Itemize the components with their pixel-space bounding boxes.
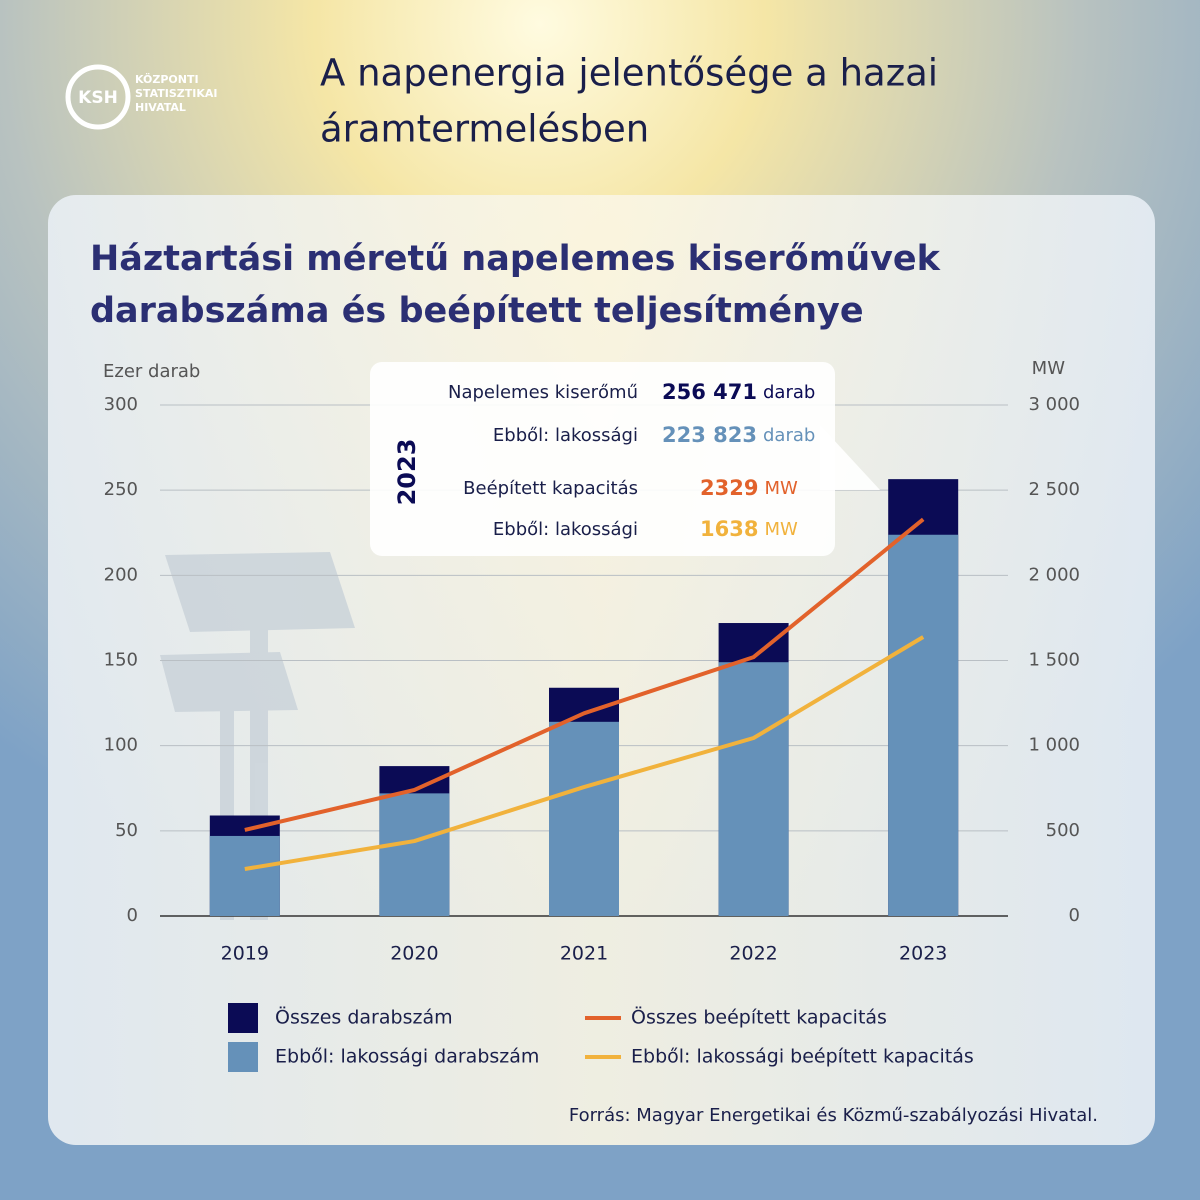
callout-value: 223 823 darab	[662, 423, 815, 447]
legend-label: Ebből: lakossági beépített kapacitás	[631, 1046, 974, 1068]
y2-tick-label: 2 000	[1028, 564, 1080, 585]
x-tick-label: 2019	[221, 943, 269, 965]
page-title: A napenergia jelentősége a hazai	[320, 52, 938, 95]
y2-axis-label: MW	[1032, 358, 1066, 379]
callout-unit: darab	[763, 425, 815, 446]
y-tick-label: 300	[104, 394, 138, 415]
y-axis-label: Ezer darab	[103, 361, 200, 382]
y-tick-label: 150	[104, 650, 138, 671]
y-tick-label: 200	[104, 564, 138, 585]
legend-label: Összes beépített kapacitás	[631, 1006, 887, 1029]
logo-line: HIVATAL	[135, 101, 186, 114]
bar	[549, 721, 619, 916]
callout-unit: MW	[764, 478, 798, 499]
y2-tick-label: 500	[1046, 820, 1080, 841]
bar	[379, 793, 450, 916]
callout-year: 2023	[393, 439, 421, 506]
y2-tick-label: 2 500	[1028, 479, 1080, 500]
y2-tick-label: 0	[1069, 905, 1080, 926]
page-title: áramtermelésben	[320, 108, 649, 151]
callout-number: 2329	[700, 476, 758, 500]
callout: 2023	[370, 362, 880, 556]
y-tick-label: 50	[115, 820, 138, 841]
y2-tick-label: 1 000	[1028, 735, 1080, 756]
callout-label: Beépített kapacitás	[463, 478, 638, 499]
bar	[718, 662, 789, 916]
legend-swatch	[228, 1003, 258, 1033]
x-tick-label: 2021	[560, 943, 608, 965]
legend-label: Ebből: lakossági darabszám	[275, 1046, 539, 1068]
chart-title: Háztartási méretű napelemes kiserőművek	[90, 239, 941, 279]
callout-unit: MW	[764, 519, 798, 540]
callout-number: 256 471	[662, 380, 757, 404]
line	[244, 517, 925, 832]
y2-tick-label: 1 500	[1028, 650, 1080, 671]
bar	[209, 835, 280, 916]
callout-unit: darab	[763, 382, 815, 403]
line	[244, 635, 925, 871]
callout-label: Ebből: lakossági	[493, 425, 638, 446]
logo-line: KÖZPONTI	[135, 72, 199, 86]
x-tick-label: 2020	[390, 943, 438, 965]
y-tick-label: 100	[104, 735, 138, 756]
callout-value: 2329 MW	[700, 476, 798, 500]
bar	[888, 534, 959, 916]
y-tick-label: 250	[104, 479, 138, 500]
y2-tick-label: 3 000	[1028, 394, 1080, 415]
x-tick-label: 2023	[899, 943, 947, 965]
panel	[48, 195, 1155, 1145]
callout-value: 256 471 darab	[662, 380, 815, 404]
callout-label: Ebből: lakossági	[493, 519, 638, 540]
source: Forrás: Magyar Energetikai és Közmű-szab…	[569, 1105, 1098, 1126]
callout-number: 1638	[700, 517, 758, 541]
callout-value: 1638 MW	[700, 517, 798, 541]
callout-label: Napelemes kiserőmű	[448, 382, 638, 403]
logo-line: STATISZTIKAI	[135, 87, 217, 100]
logo-ring	[65, 64, 131, 130]
solar-illustration	[160, 552, 355, 920]
legend-label: Összes darabszám	[275, 1006, 453, 1029]
y-tick-label: 0	[127, 905, 138, 926]
logo: KSH	[78, 88, 118, 108]
x-tick-label: 2022	[729, 943, 777, 965]
callout-number: 223 823	[662, 423, 757, 447]
chart-title: darabszáma és beépített teljesítménye	[90, 291, 864, 331]
legend-swatch	[228, 1042, 258, 1072]
